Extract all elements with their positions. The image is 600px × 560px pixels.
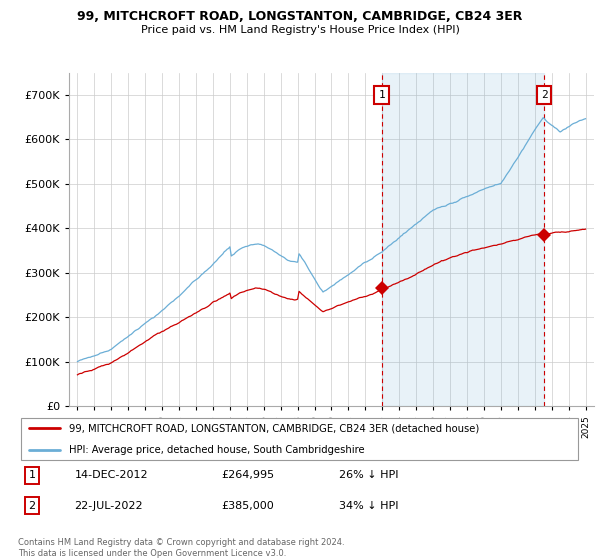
Text: 14-DEC-2012: 14-DEC-2012 — [74, 470, 148, 480]
Text: Price paid vs. HM Land Registry's House Price Index (HPI): Price paid vs. HM Land Registry's House … — [140, 25, 460, 35]
Text: 2: 2 — [541, 90, 547, 100]
Text: 2: 2 — [29, 501, 35, 511]
Text: £385,000: £385,000 — [221, 501, 274, 511]
FancyBboxPatch shape — [21, 418, 578, 460]
Text: 1: 1 — [29, 470, 35, 480]
Text: 99, MITCHCROFT ROAD, LONGSTANTON, CAMBRIDGE, CB24 3ER: 99, MITCHCROFT ROAD, LONGSTANTON, CAMBRI… — [77, 10, 523, 23]
Text: HPI: Average price, detached house, South Cambridgeshire: HPI: Average price, detached house, Sout… — [69, 445, 364, 455]
Text: Contains HM Land Registry data © Crown copyright and database right 2024.
This d: Contains HM Land Registry data © Crown c… — [18, 538, 344, 558]
Text: 22-JUL-2022: 22-JUL-2022 — [74, 501, 143, 511]
Text: 1: 1 — [378, 90, 385, 100]
Text: 26% ↓ HPI: 26% ↓ HPI — [340, 470, 399, 480]
Text: 34% ↓ HPI: 34% ↓ HPI — [340, 501, 399, 511]
Bar — [382, 73, 544, 406]
Text: 99, MITCHCROFT ROAD, LONGSTANTON, CAMBRIDGE, CB24 3ER (detached house): 99, MITCHCROFT ROAD, LONGSTANTON, CAMBRI… — [69, 423, 479, 433]
Text: £264,995: £264,995 — [221, 470, 274, 480]
